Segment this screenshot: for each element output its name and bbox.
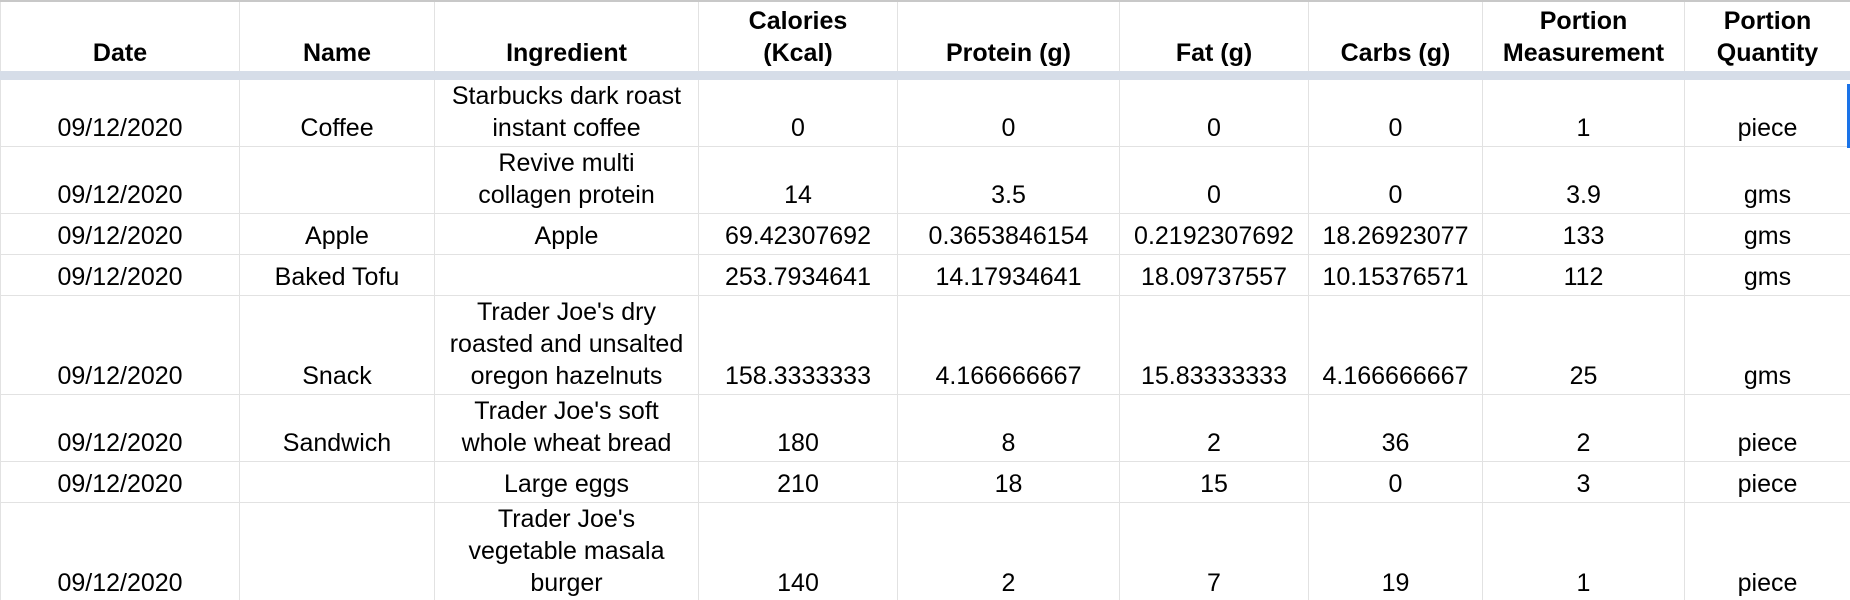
table-row: 09/12/2020 Baked Tofu 253.7934641 14.179… (0, 254, 1850, 296)
cell-ingredient[interactable]: Revive multi collagen protein (434, 146, 699, 214)
cell-fat[interactable]: 15 (1119, 461, 1309, 503)
cell-name[interactable]: Baked Tofu (239, 254, 435, 296)
cell-protein[interactable]: 2 (897, 502, 1120, 600)
cell-portion-quantity[interactable]: piece (1684, 75, 1850, 147)
cell-ingredient[interactable]: Trader Joe's dry roasted and unsalted oreg… (434, 295, 699, 395)
table-row: 09/12/2020 Snack Trader Joe's dry roasted… (0, 295, 1850, 395)
header-protein[interactable]: Protein (g) (897, 2, 1120, 80)
cell-ingredient[interactable]: Trader Joe's soft whole wheat bread (434, 394, 699, 462)
cell-carbs[interactable]: 36 (1308, 394, 1483, 462)
cell-date[interactable]: 09/12/2020 (0, 295, 240, 395)
cell-protein[interactable]: 0.3653846154 (897, 213, 1120, 255)
header-ingredient[interactable]: Ingredient (434, 2, 699, 80)
cell-ingredient[interactable] (434, 254, 699, 296)
cell-fat[interactable]: 0 (1119, 146, 1309, 214)
cell-calories[interactable]: 69.42307692 (698, 213, 898, 255)
cell-name[interactable]: Snack (239, 295, 435, 395)
header-date[interactable]: Date (0, 2, 240, 80)
cell-fat[interactable]: 0 (1119, 75, 1309, 147)
header-fat[interactable]: Fat (g) (1119, 2, 1309, 80)
cell-protein[interactable]: 14.17934641 (897, 254, 1120, 296)
cell-date[interactable]: 09/12/2020 (0, 213, 240, 255)
cell-calories[interactable]: 0 (698, 75, 898, 147)
cell-ingredient[interactable]: Starbucks dark roast instant coffee (434, 75, 699, 147)
cell-name[interactable]: Sandwich (239, 394, 435, 462)
cell-date[interactable]: 09/12/2020 (0, 461, 240, 503)
cell-portion-quantity[interactable]: gms (1684, 254, 1850, 296)
cell-portion-measurement[interactable]: 3.9 (1482, 146, 1685, 214)
header-name[interactable]: Name (239, 2, 435, 80)
cell-portion-measurement[interactable]: 2 (1482, 394, 1685, 462)
header-portion-measurement[interactable]: Portion Measurement (1482, 2, 1685, 80)
cell-date[interactable]: 09/12/2020 (0, 254, 240, 296)
cell-protein[interactable]: 3.5 (897, 146, 1120, 214)
cell-name[interactable]: Apple (239, 213, 435, 255)
cell-calories[interactable]: 158.3333333 (698, 295, 898, 395)
cell-ingredient[interactable]: Trader Joe's vegetable masala burger (434, 502, 699, 600)
cell-portion-measurement[interactable]: 133 (1482, 213, 1685, 255)
table-row: 09/12/2020 Large eggs 210 18 15 0 3 piec… (0, 461, 1850, 503)
cell-name[interactable] (239, 461, 435, 503)
cell-date[interactable]: 09/12/2020 (0, 502, 240, 600)
cell-fat[interactable]: 2 (1119, 394, 1309, 462)
cell-name[interactable]: Coffee (239, 75, 435, 147)
cell-portion-quantity[interactable]: piece (1684, 502, 1850, 600)
header-portion-quantity[interactable]: Portion Quantity (1684, 2, 1850, 80)
cell-portion-measurement[interactable]: 25 (1482, 295, 1685, 395)
cell-ingredient[interactable]: Large eggs (434, 461, 699, 503)
cell-name[interactable] (239, 146, 435, 214)
cell-carbs[interactable]: 0 (1308, 75, 1483, 147)
cell-date[interactable]: 09/12/2020 (0, 75, 240, 147)
cell-protein[interactable]: 18 (897, 461, 1120, 503)
table-row: 09/12/2020 Trader Joe's vegetable masala b… (0, 502, 1850, 600)
cell-portion-measurement[interactable]: 1 (1482, 502, 1685, 600)
cell-fat[interactable]: 15.83333333 (1119, 295, 1309, 395)
cell-carbs[interactable]: 19 (1308, 502, 1483, 600)
table-row: 09/12/2020 Apple Apple 69.42307692 0.365… (0, 213, 1850, 255)
cell-portion-quantity[interactable]: piece (1684, 461, 1850, 503)
cell-ingredient[interactable]: Apple (434, 213, 699, 255)
cell-calories[interactable]: 210 (698, 461, 898, 503)
cell-fat[interactable]: 18.09737557 (1119, 254, 1309, 296)
cell-carbs[interactable]: 0 (1308, 461, 1483, 503)
table-row: 09/12/2020 Sandwich Trader Joe's soft who… (0, 394, 1850, 462)
cell-date[interactable]: 09/12/2020 (0, 146, 240, 214)
cell-portion-quantity[interactable]: gms (1684, 213, 1850, 255)
cell-portion-measurement[interactable]: 112 (1482, 254, 1685, 296)
cell-date[interactable]: 09/12/2020 (0, 394, 240, 462)
cell-protein[interactable]: 8 (897, 394, 1120, 462)
header-carbs[interactable]: Carbs (g) (1308, 2, 1483, 80)
cell-portion-quantity[interactable]: gms (1684, 146, 1850, 214)
cell-calories[interactable]: 140 (698, 502, 898, 600)
cell-carbs[interactable]: 10.15376571 (1308, 254, 1483, 296)
cell-fat[interactable]: 7 (1119, 502, 1309, 600)
cell-portion-quantity[interactable]: piece (1684, 394, 1850, 462)
cell-fat[interactable]: 0.2192307692 (1119, 213, 1309, 255)
cell-portion-measurement[interactable]: 1 (1482, 75, 1685, 147)
cell-protein[interactable]: 0 (897, 75, 1120, 147)
cell-portion-quantity[interactable]: gms (1684, 295, 1850, 395)
header-calories[interactable]: Calories (Kcal) (698, 2, 898, 80)
cell-calories[interactable]: 253.7934641 (698, 254, 898, 296)
cell-selection-indicator (1847, 84, 1850, 148)
cell-calories[interactable]: 14 (698, 146, 898, 214)
header-row: Date Name Ingredient Calories (Kcal) Prot… (0, 2, 1850, 80)
cell-protein[interactable]: 4.166666667 (897, 295, 1120, 395)
table-row: 09/12/2020 Coffee Starbucks dark roast in… (0, 75, 1850, 147)
cell-calories[interactable]: 180 (698, 394, 898, 462)
cell-portion-measurement[interactable]: 3 (1482, 461, 1685, 503)
cell-name[interactable] (239, 502, 435, 600)
table-row: 09/12/2020 Revive multi collagen protein … (0, 146, 1850, 214)
cell-carbs[interactable]: 0 (1308, 146, 1483, 214)
cell-carbs[interactable]: 4.166666667 (1308, 295, 1483, 395)
cell-carbs[interactable]: 18.26923077 (1308, 213, 1483, 255)
